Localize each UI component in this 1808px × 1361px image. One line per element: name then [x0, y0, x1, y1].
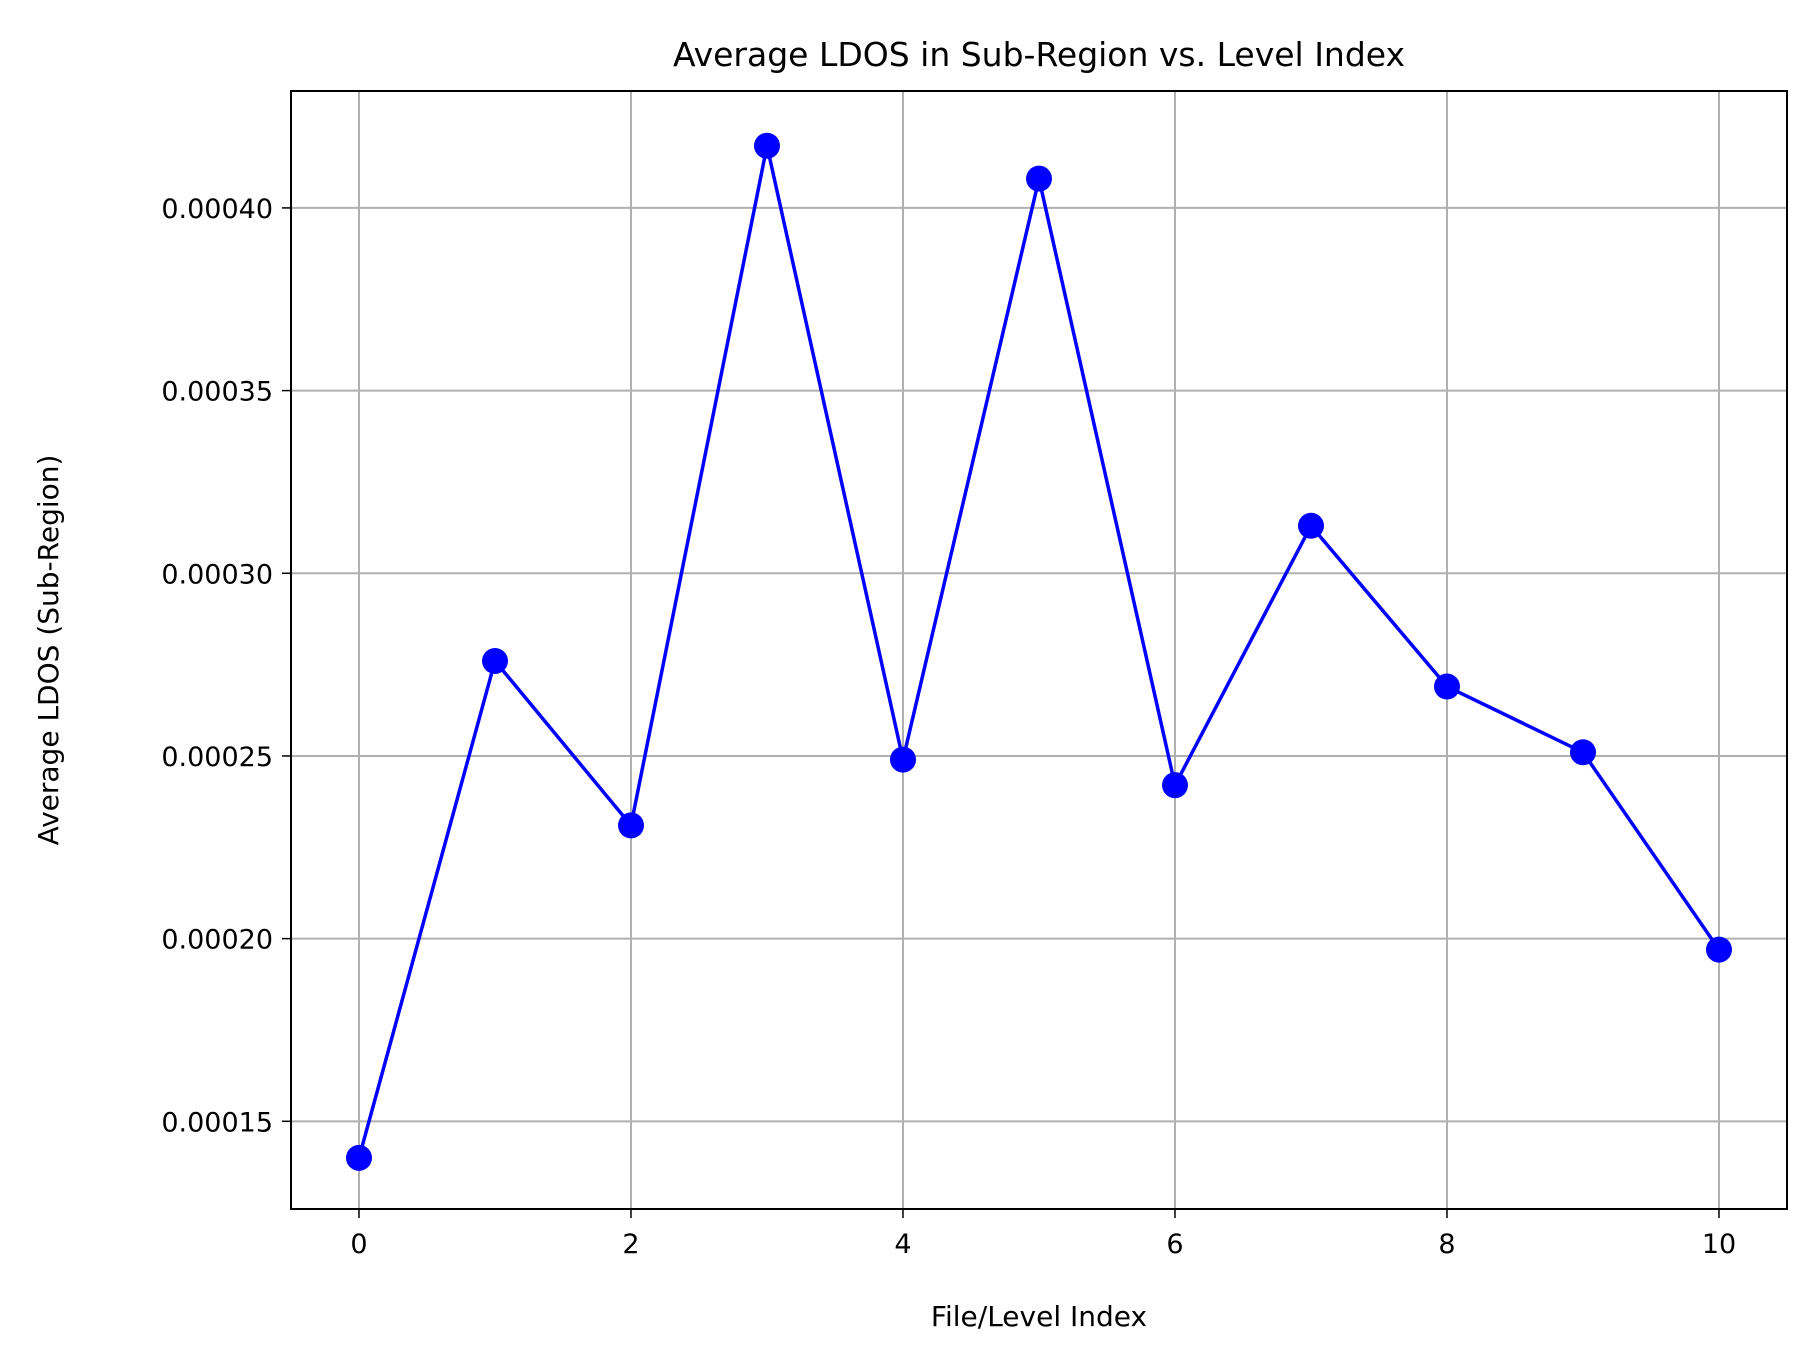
x-tick-label: 8 — [1438, 1229, 1455, 1260]
x-tick-label: 6 — [1166, 1229, 1183, 1260]
plot-frame — [290, 90, 1788, 1210]
data-point — [1706, 936, 1732, 963]
data-point — [1026, 165, 1052, 192]
x-axis-label: File/Level Index — [931, 1300, 1147, 1333]
x-tick-label: 0 — [350, 1229, 367, 1260]
data-point — [1434, 673, 1460, 700]
y-tick-label: 0.00015 — [161, 1107, 273, 1138]
axis-ticks: 0 2 4 6 8 10 0.00015 0.00020 0.00025 0.00030 0.000… — [161, 194, 1736, 1260]
y-tick-label: 0.00040 — [161, 194, 273, 225]
data-point — [482, 647, 508, 674]
data-point — [618, 812, 644, 839]
x-tick-label: 4 — [894, 1229, 911, 1260]
data-point — [346, 1144, 372, 1171]
data-point — [890, 746, 916, 773]
y-tick-label: 0.00020 — [161, 925, 273, 956]
y-tick-label: 0.00035 — [161, 377, 273, 408]
x-tick-label: 10 — [1702, 1229, 1736, 1260]
series-line — [357, 144, 1721, 1159]
data-point — [1162, 772, 1188, 799]
y-tick-label: 0.00030 — [161, 559, 273, 590]
y-axis-label: Average LDOS (Sub-Region) — [32, 455, 65, 846]
data-series — [346, 132, 1732, 1171]
grid — [291, 91, 1787, 1209]
data-point — [1570, 739, 1596, 766]
x-tick-label: 2 — [622, 1229, 639, 1260]
y-tick-label: 0.00025 — [161, 742, 273, 773]
chart-title: Average LDOS in Sub-Region vs. Level Ind… — [673, 35, 1405, 74]
data-point — [1298, 512, 1324, 539]
data-point — [754, 132, 780, 159]
